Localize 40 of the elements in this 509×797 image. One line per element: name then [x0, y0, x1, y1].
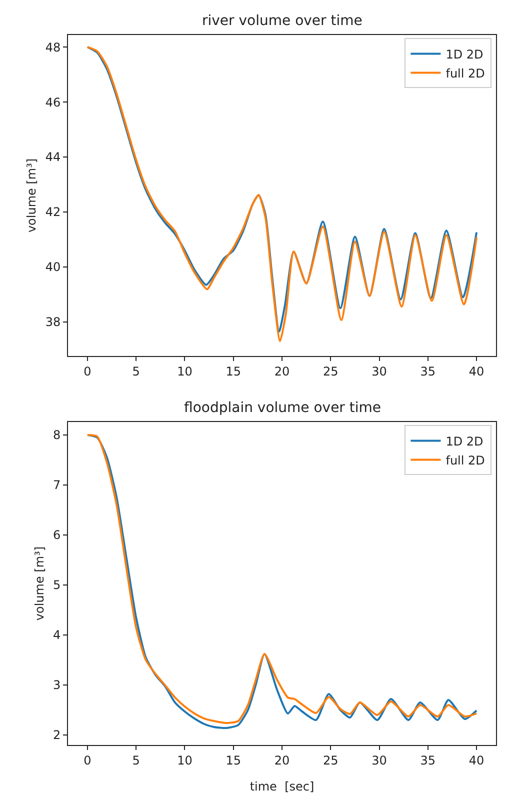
y-tick-label: 40 — [45, 260, 61, 274]
y-tick-label: 4 — [52, 628, 61, 642]
x-tick-label: 20 — [274, 364, 290, 378]
x-tick-label: 25 — [323, 753, 338, 768]
x-tick-label: 35 — [420, 364, 436, 378]
x-tick-label: 40 — [468, 364, 484, 378]
x-tick-label: 0 — [84, 364, 92, 378]
y-tick-label: 42 — [45, 205, 61, 220]
x-tick-label: 30 — [372, 364, 387, 378]
x-axis-title: time [sec] — [250, 779, 314, 794]
x-tick-label: 35 — [420, 753, 436, 768]
x-tick-label: 5 — [132, 753, 140, 768]
legend-label: 1D 2D — [446, 434, 484, 448]
x-tick-label: 25 — [323, 364, 338, 378]
x-tick-label: 5 — [132, 364, 140, 378]
y-tick-label: 48 — [45, 40, 61, 54]
y-tick-label: 8 — [52, 428, 61, 442]
x-tick-label: 20 — [274, 753, 290, 768]
x-tick-label: 0 — [84, 753, 92, 768]
legend-label: 1D 2D — [446, 47, 484, 62]
legend-label: full 2D — [446, 453, 485, 468]
chart-title: river volume over time — [202, 13, 362, 29]
x-tick-label: 40 — [468, 753, 484, 768]
x-tick-label: 15 — [226, 364, 241, 378]
y-tick-label: 2 — [52, 728, 61, 742]
x-tick-label: 30 — [372, 753, 387, 768]
y-tick-label: 44 — [45, 150, 61, 164]
y-tick-label: 5 — [52, 578, 61, 592]
y-tick-label: 7 — [52, 478, 61, 492]
y-tick-label: 46 — [45, 95, 61, 110]
x-tick-label: 10 — [177, 753, 192, 768]
x-tick-label: 10 — [177, 364, 192, 378]
y-tick-label: 6 — [52, 528, 61, 542]
y-axis-title: volume [m³] — [32, 546, 46, 621]
y-axis-title: volume [m³] — [24, 158, 39, 233]
y-tick-label: 3 — [52, 678, 61, 692]
y-tick-label: 38 — [45, 315, 61, 330]
x-tick-label: 15 — [226, 753, 241, 768]
chart-title: floodplain volume over time — [184, 400, 382, 416]
legend-label: full 2D — [446, 66, 485, 80]
